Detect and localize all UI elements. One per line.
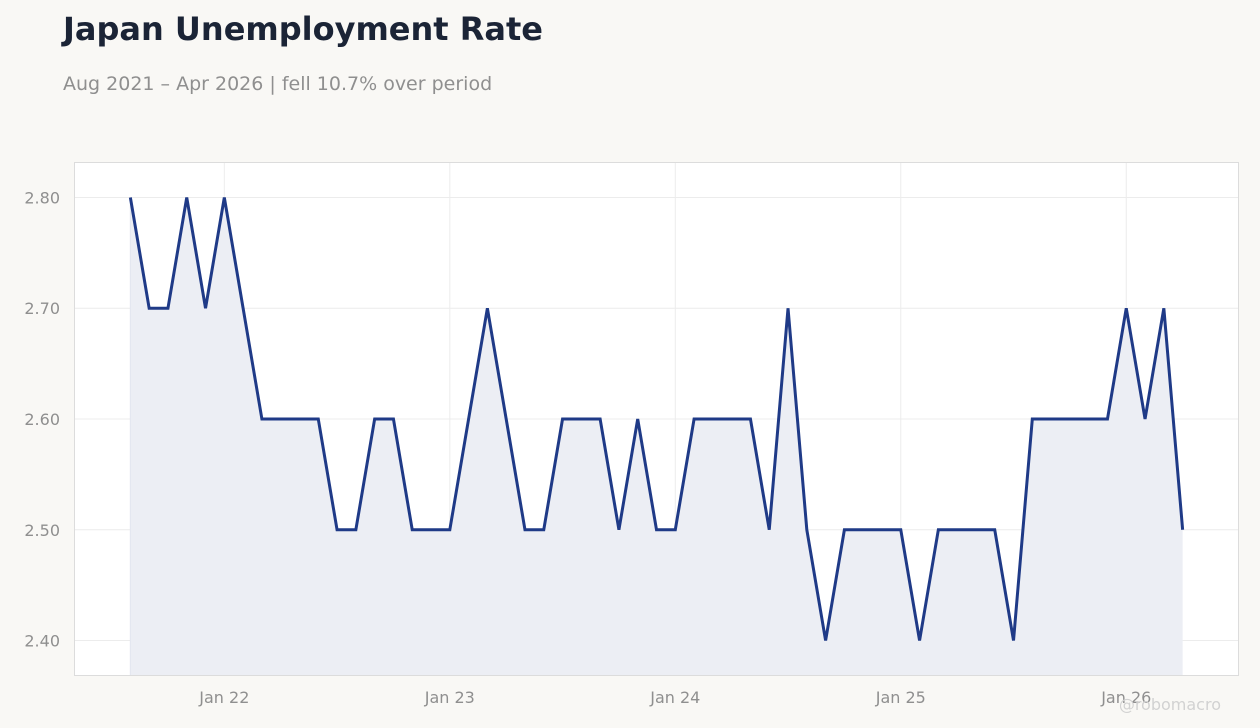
data-point xyxy=(430,528,433,531)
data-point xyxy=(279,418,282,421)
data-point xyxy=(223,196,226,199)
data-point xyxy=(1068,418,1071,421)
data-point xyxy=(166,307,169,310)
x-tick-label: Jan 24 xyxy=(649,688,700,707)
y-tick-label: 2.80 xyxy=(24,188,60,207)
data-point xyxy=(561,418,564,421)
data-point xyxy=(580,418,583,421)
data-point xyxy=(993,528,996,531)
data-point xyxy=(1050,418,1053,421)
data-point xyxy=(805,528,808,531)
data-point xyxy=(711,418,714,421)
data-point xyxy=(336,528,339,531)
data-point xyxy=(260,418,263,421)
data-point xyxy=(354,528,357,531)
data-point xyxy=(1181,528,1184,531)
data-point xyxy=(204,307,207,310)
data-point xyxy=(467,418,470,421)
data-point xyxy=(317,418,320,421)
x-tick-label: Jan 25 xyxy=(875,688,926,707)
data-point xyxy=(824,639,827,642)
data-point xyxy=(937,528,940,531)
data-point xyxy=(1144,418,1147,421)
x-tick-label: Jan 26 xyxy=(1100,688,1151,707)
x-tick-label: Jan 23 xyxy=(424,688,475,707)
data-point xyxy=(411,528,414,531)
data-point xyxy=(1031,418,1034,421)
data-point xyxy=(148,307,151,310)
data-point xyxy=(1012,639,1015,642)
y-tick-label: 2.60 xyxy=(24,410,60,429)
data-point xyxy=(392,418,395,421)
series-line xyxy=(128,197,1185,641)
data-point xyxy=(880,528,883,531)
data-point xyxy=(185,196,188,199)
chart-subtitle: Aug 2021 – Apr 2026 | fell 10.7% over pe… xyxy=(63,73,493,95)
area-fill xyxy=(130,197,1183,676)
data-point xyxy=(655,528,658,531)
data-point xyxy=(523,528,526,531)
data-point xyxy=(693,418,696,421)
data-point xyxy=(843,528,846,531)
data-point xyxy=(129,196,132,199)
chart-title: Japan Unemployment Rate xyxy=(63,10,543,48)
x-axis-ticks: Jan 22 Jan 23 Jan 24 Jan 25 Jan 26 xyxy=(198,688,1151,707)
data-point xyxy=(617,528,620,531)
y-axis-ticks: 2.40 2.50 2.60 2.70 2.80 xyxy=(24,188,60,650)
data-point xyxy=(787,307,790,310)
data-point xyxy=(298,418,301,421)
y-tick-label: 2.50 xyxy=(24,521,60,540)
data-point xyxy=(636,418,639,421)
watermark: @robomacro xyxy=(1119,695,1221,714)
data-point xyxy=(242,307,245,310)
data-point xyxy=(599,418,602,421)
data-point xyxy=(918,639,921,642)
data-point xyxy=(1087,418,1090,421)
y-tick-label: 2.70 xyxy=(24,299,60,318)
data-point xyxy=(674,528,677,531)
data-point xyxy=(730,418,733,421)
plot-frame xyxy=(74,162,1239,676)
data-point xyxy=(899,528,902,531)
data-point xyxy=(1125,307,1128,310)
data-point xyxy=(505,418,508,421)
data-point xyxy=(542,528,545,531)
data-point xyxy=(768,528,771,531)
data-point xyxy=(749,418,752,421)
data-point xyxy=(448,528,451,531)
data-point xyxy=(1162,307,1165,310)
data-point xyxy=(373,418,376,421)
data-point xyxy=(862,528,865,531)
data-point xyxy=(1106,418,1109,421)
y-tick-label: 2.40 xyxy=(24,632,60,651)
x-tick-label: Jan 22 xyxy=(198,688,249,707)
data-point xyxy=(974,528,977,531)
data-point xyxy=(486,307,489,310)
data-point xyxy=(956,528,959,531)
